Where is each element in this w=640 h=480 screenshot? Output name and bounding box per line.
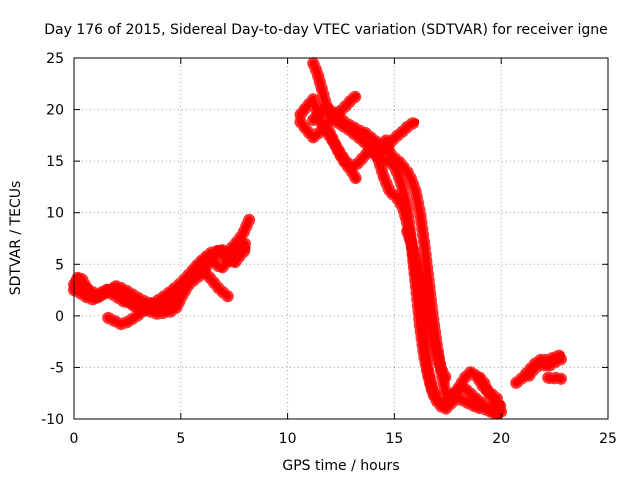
y-tick-label: -10: [41, 412, 64, 428]
x-tick-label: 0: [70, 431, 79, 447]
sdtvar-series-points: [473, 371, 508, 418]
x-axis-label: GPS time / hours: [282, 458, 399, 474]
sdtvar-series-points: [523, 353, 567, 382]
y-tick-label: -5: [50, 360, 64, 376]
x-tick-label: 20: [492, 431, 510, 447]
plot-frame: [73, 57, 609, 420]
gridlines: [74, 58, 608, 419]
chart-title: Day 176 of 2015, Sidereal Day-to-day VTE…: [44, 22, 607, 38]
sdtvar-series-points: [68, 241, 253, 318]
y-tick-label: 10: [46, 206, 64, 222]
sdtvar-series-points: [307, 101, 422, 157]
sdtvar-series-points: [401, 225, 452, 384]
sdtvar-series-points: [542, 371, 567, 385]
plot-series: [68, 57, 567, 421]
x-tick-label: 15: [385, 431, 403, 447]
y-tick-label: 0: [55, 309, 64, 325]
sdtvar-series-points: [294, 115, 362, 185]
y-tick-label: 15: [46, 154, 64, 170]
x-tick-label: 25: [599, 431, 617, 447]
y-tick-label: 25: [46, 51, 64, 67]
x-tick-label: 10: [279, 431, 297, 447]
y-axis-label: SDTVAR / TECUs: [8, 181, 24, 296]
x-tick-label: 5: [176, 431, 185, 447]
sdtvar-series-points: [324, 90, 362, 126]
y-tick-label: 20: [46, 103, 64, 119]
y-tick-label: 5: [55, 257, 64, 273]
tick-labels: 0 5 10 15 20 25 -10 -5 0 5 10 15 20 25: [41, 51, 617, 447]
